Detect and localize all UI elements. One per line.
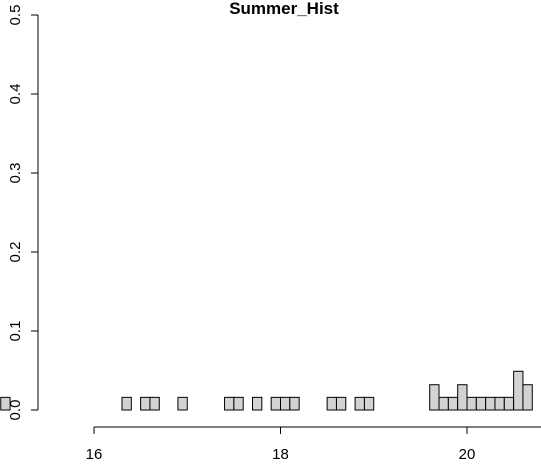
- histogram-bar: [233, 396, 244, 411]
- histogram-bar: [363, 396, 375, 411]
- histogram-bar: [485, 396, 496, 411]
- y-axis: 0.0 0.1 0.2 0.3 0.4 0.5: [7, 5, 39, 421]
- histogram-bar: [466, 396, 477, 411]
- histogram-bar: [224, 396, 235, 411]
- histogram-bar: [335, 396, 347, 411]
- y-tick-label: 0.3: [7, 163, 24, 184]
- y-tick-label: 0.0: [7, 400, 24, 421]
- y-tick-label: 0.1: [7, 321, 24, 342]
- x-tick-label: 18: [272, 446, 289, 463]
- histogram-bar: [475, 396, 487, 411]
- histogram-bar: [0, 396, 11, 411]
- histogram-bar: [457, 384, 468, 411]
- histogram-bar: [354, 396, 365, 411]
- histogram-bar: [177, 396, 188, 411]
- histogram-bar: [438, 396, 449, 411]
- histogram-bar: [252, 396, 263, 411]
- histogram-bar: [140, 396, 151, 411]
- histogram-bar: [280, 396, 291, 411]
- x-tick-label: 20: [459, 446, 476, 463]
- histogram-bar: [494, 396, 505, 411]
- y-tick-label: 0.2: [7, 242, 24, 263]
- x-axis: 161820222426: [86, 426, 541, 463]
- histogram-bar: [522, 384, 533, 411]
- y-tick-label: 0.4: [7, 84, 24, 105]
- histogram-bar: [149, 396, 160, 411]
- histogram-bar: [513, 370, 524, 411]
- histogram-bar: [429, 384, 440, 411]
- bars-group: [0, 370, 533, 411]
- histogram-bar: [289, 396, 300, 411]
- x-tick-label: 16: [86, 446, 103, 463]
- histogram-bar: [270, 396, 282, 411]
- chart-title: Summer_Hist: [229, 0, 339, 18]
- histogram-bar: [447, 396, 459, 411]
- histogram-bar: [326, 396, 337, 411]
- y-tick-label: 0.5: [7, 5, 24, 26]
- histogram-bar: [503, 396, 515, 411]
- histogram-bar: [121, 396, 132, 411]
